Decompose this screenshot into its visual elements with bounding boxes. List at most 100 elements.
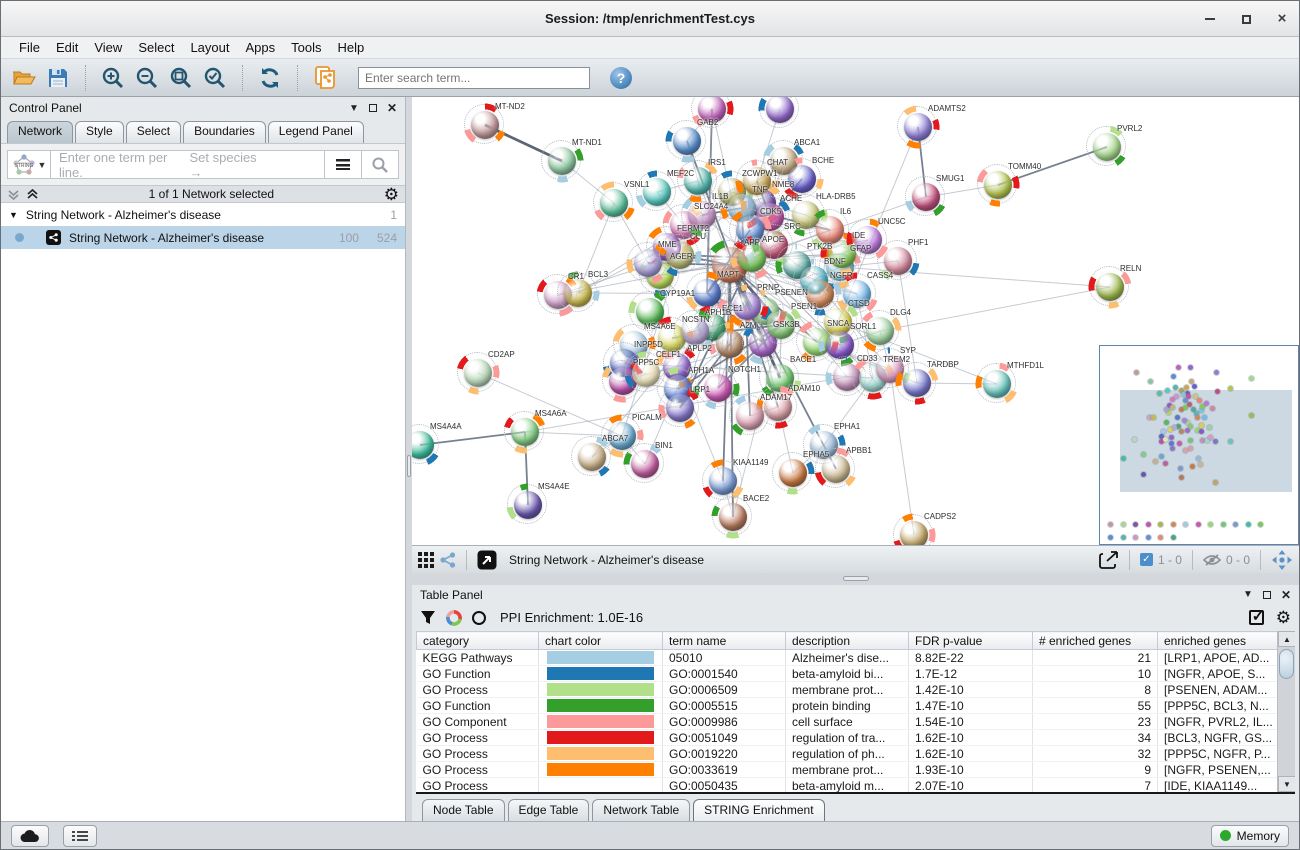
network-node[interactable] [1085, 125, 1129, 169]
protein-ball[interactable] [822, 455, 850, 483]
network-node[interactable] [904, 175, 948, 219]
network-node[interactable] [808, 208, 852, 252]
protein-ball[interactable] [719, 503, 747, 531]
network-node[interactable] [503, 410, 547, 454]
panel-float-icon[interactable] [368, 104, 377, 112]
network-node[interactable] [730, 236, 774, 280]
protein-ball[interactable] [704, 374, 732, 402]
menu-layout[interactable]: Layout [190, 40, 230, 55]
filter-icon[interactable] [420, 610, 436, 626]
protein-ball[interactable] [716, 330, 744, 358]
splitter-handle[interactable] [842, 576, 869, 581]
protein-ball[interactable] [984, 171, 1012, 199]
table-row[interactable]: GO Process GO:0019220 regulation of ph... 1… [416, 745, 1284, 762]
network-node[interactable] [463, 103, 507, 147]
protein-ball[interactable] [684, 167, 712, 195]
network-canvas[interactable]: MT-ND2MT-ND1VSNL1GAB2FYNPLD3ADAMTS2PVRL2… [412, 97, 1299, 545]
table-row[interactable]: GO Function GO:0005515 protein binding 1.47… [416, 697, 1284, 714]
network-node[interactable] [592, 181, 636, 225]
network-node[interactable] [680, 193, 724, 237]
tab-network[interactable]: Network [7, 121, 74, 143]
column-header-description[interactable]: description [785, 631, 909, 650]
menu-apps[interactable]: Apps [245, 40, 276, 55]
zoom-in-button[interactable] [98, 63, 128, 93]
column-header-fdr-p-value[interactable]: FDR p-value [908, 631, 1033, 650]
ring-chart-icon[interactable] [472, 610, 486, 625]
panel-menu-icon[interactable]: ▼ [1243, 589, 1253, 600]
network-node[interactable] [540, 139, 584, 183]
protein-ball[interactable] [673, 127, 701, 155]
network-node[interactable] [412, 423, 442, 467]
table-row[interactable]: GO Component GO:0009986 cell surface 1.54E-… [416, 713, 1284, 730]
panel-menu-icon[interactable]: ▼ [349, 102, 359, 114]
tab-node-table[interactable]: Node Table [422, 799, 505, 821]
menu-file[interactable]: File [19, 40, 40, 55]
protein-ball[interactable] [816, 216, 844, 244]
string-options-button[interactable] [325, 150, 362, 179]
scroll-up-icon[interactable]: ▲ [1278, 631, 1295, 647]
tab-legend-panel[interactable]: Legend Panel [267, 121, 364, 143]
birds-eye-view[interactable] [1099, 345, 1299, 545]
grid-view-icon[interactable] [418, 551, 434, 568]
network-node[interactable] [456, 351, 500, 395]
protein-ball[interactable] [643, 178, 671, 206]
maximize-button[interactable] [1239, 12, 1253, 26]
vertical-splitter[interactable] [406, 97, 412, 821]
table-row[interactable]: KEGG Pathways 05010 Alzheimer's dise... 8.8… [416, 649, 1284, 666]
protein-ball[interactable] [904, 113, 932, 141]
protein-ball[interactable] [912, 183, 940, 211]
network-node[interactable] [835, 272, 879, 316]
protein-ball[interactable] [608, 422, 636, 450]
cloud-tasks-button[interactable] [11, 824, 49, 847]
tab-string-enrichment[interactable]: STRING Enrichment [693, 799, 825, 821]
protein-ball[interactable] [779, 459, 807, 487]
menu-tools[interactable]: Tools [291, 40, 322, 55]
string-query-field[interactable]: Enter one term per line. Set species → [51, 150, 325, 180]
network-node[interactable] [696, 366, 740, 410]
string-protein-query-button[interactable]: STRING ▼ [7, 150, 51, 179]
panel-close-icon[interactable]: ✕ [1280, 587, 1291, 602]
tab-edge-table[interactable]: Edge Table [507, 799, 590, 821]
protein-ball[interactable] [578, 443, 606, 471]
network-node[interactable] [814, 447, 858, 491]
network-node[interactable] [975, 362, 1019, 406]
protein-ball[interactable] [464, 359, 492, 387]
protein-ball[interactable] [471, 111, 499, 139]
protein-ball[interactable] [688, 201, 716, 229]
network-node[interactable] [658, 386, 702, 430]
network-node[interactable] [690, 97, 734, 131]
network-node[interactable] [780, 157, 824, 201]
tab-style[interactable]: Style [75, 121, 124, 143]
tree-expand-icon[interactable]: ▼ [9, 209, 18, 220]
column-header-enriched-genes[interactable]: # enriched genes [1032, 631, 1158, 650]
protein-ball[interactable] [866, 317, 894, 345]
table-row[interactable]: GO Process GO:0006509 membrane prot... 1.42… [416, 681, 1284, 698]
network-node[interactable] [623, 442, 667, 486]
open-session-button[interactable] [9, 63, 39, 93]
protein-ball[interactable] [634, 249, 662, 277]
network-node[interactable] [711, 495, 755, 539]
menu-view[interactable]: View [94, 40, 123, 55]
clone-network-button[interactable] [310, 63, 340, 93]
column-header-chart-color[interactable]: chart color [538, 631, 663, 650]
protein-ball[interactable] [826, 331, 854, 359]
protein-ball[interactable] [511, 418, 539, 446]
column-header-enriched-genes[interactable]: enriched genes [1157, 631, 1284, 650]
protein-ball[interactable] [900, 521, 928, 545]
protein-ball[interactable] [412, 431, 434, 459]
panel-close-icon[interactable]: ✕ [386, 101, 397, 115]
network-node[interactable] [896, 105, 940, 149]
collapse-all-icon[interactable] [7, 188, 20, 201]
protein-ball[interactable] [983, 370, 1011, 398]
network-node[interactable] [635, 170, 679, 214]
network-node[interactable] [876, 239, 920, 283]
protein-ball[interactable] [738, 244, 766, 272]
protein-ball[interactable] [548, 147, 576, 175]
splitter-handle[interactable] [407, 455, 411, 477]
protein-ball[interactable] [1093, 133, 1121, 161]
close-button[interactable]: × [1277, 10, 1287, 27]
network-node[interactable] [846, 218, 890, 262]
tab-boundaries[interactable]: Boundaries [183, 121, 266, 143]
tab-select[interactable]: Select [125, 121, 182, 143]
network-node[interactable] [658, 233, 702, 277]
